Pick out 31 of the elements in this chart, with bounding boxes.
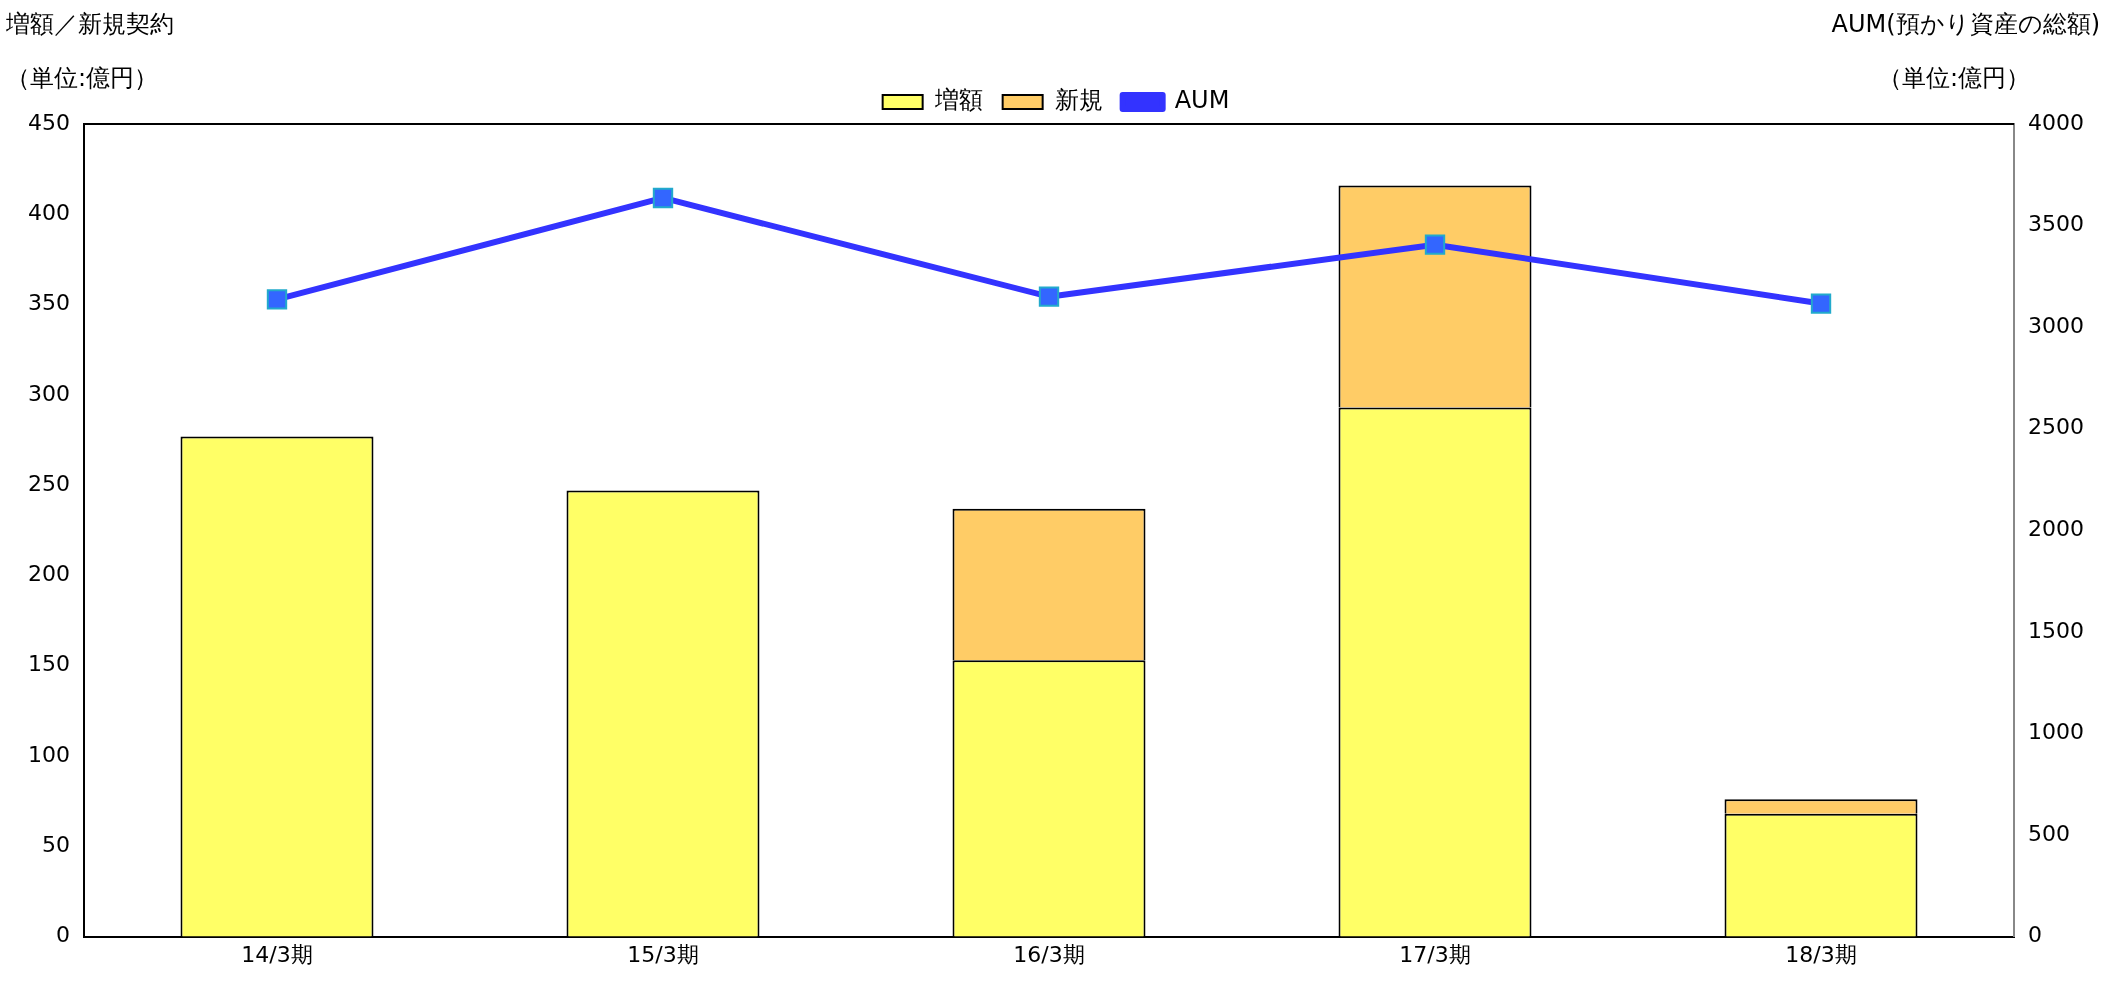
y-axis-title: 増額／新規契約 bbox=[5, 10, 174, 39]
y-tick-label: 350 bbox=[27, 290, 70, 316]
x-tick-label: 14/3期 bbox=[241, 941, 313, 967]
y2-tick-label: 2500 bbox=[2028, 414, 2085, 440]
y-tick-label: 200 bbox=[27, 561, 70, 587]
y-tick-label: 250 bbox=[27, 470, 70, 496]
text: （単位:億円） bbox=[6, 64, 159, 93]
x-tick-label: 17/3期 bbox=[1399, 941, 1471, 967]
x-tick-label: 16/3期 bbox=[1013, 941, 1085, 967]
y-tick-label: 150 bbox=[27, 651, 70, 677]
y2-tick-label: 2000 bbox=[2028, 516, 2085, 542]
y-tick-label: 100 bbox=[27, 741, 70, 767]
legend-label: AUM bbox=[1174, 86, 1230, 115]
y-tick-label: 300 bbox=[27, 380, 70, 406]
y2-tick-label: 0 bbox=[2028, 922, 2043, 948]
y-tick-label: 450 bbox=[27, 109, 70, 135]
x-tick-label: 15/3期 bbox=[627, 941, 699, 967]
x-tick-label: 18/3期 bbox=[1785, 941, 1857, 967]
legend-label: 新規 bbox=[1054, 86, 1103, 115]
y2-axis-title: AUM(預かり資産の総額) bbox=[1831, 10, 2100, 39]
y-tick-label: 50 bbox=[41, 832, 70, 858]
legend-label: 増額 bbox=[933, 86, 983, 115]
y-tick-label: 400 bbox=[27, 200, 70, 226]
y2-tick-label: 4000 bbox=[2028, 109, 2085, 135]
y2-tick-label: 3000 bbox=[2028, 312, 2085, 338]
text: （単位:億円） bbox=[1877, 64, 2030, 93]
y-tick-label: 0 bbox=[55, 922, 70, 948]
y2-tick-label: 1000 bbox=[2028, 719, 2085, 745]
y2-tick-label: 500 bbox=[2028, 820, 2071, 846]
y2-tick-label: 1500 bbox=[2028, 617, 2085, 643]
y2-tick-label: 3500 bbox=[2028, 211, 2085, 237]
